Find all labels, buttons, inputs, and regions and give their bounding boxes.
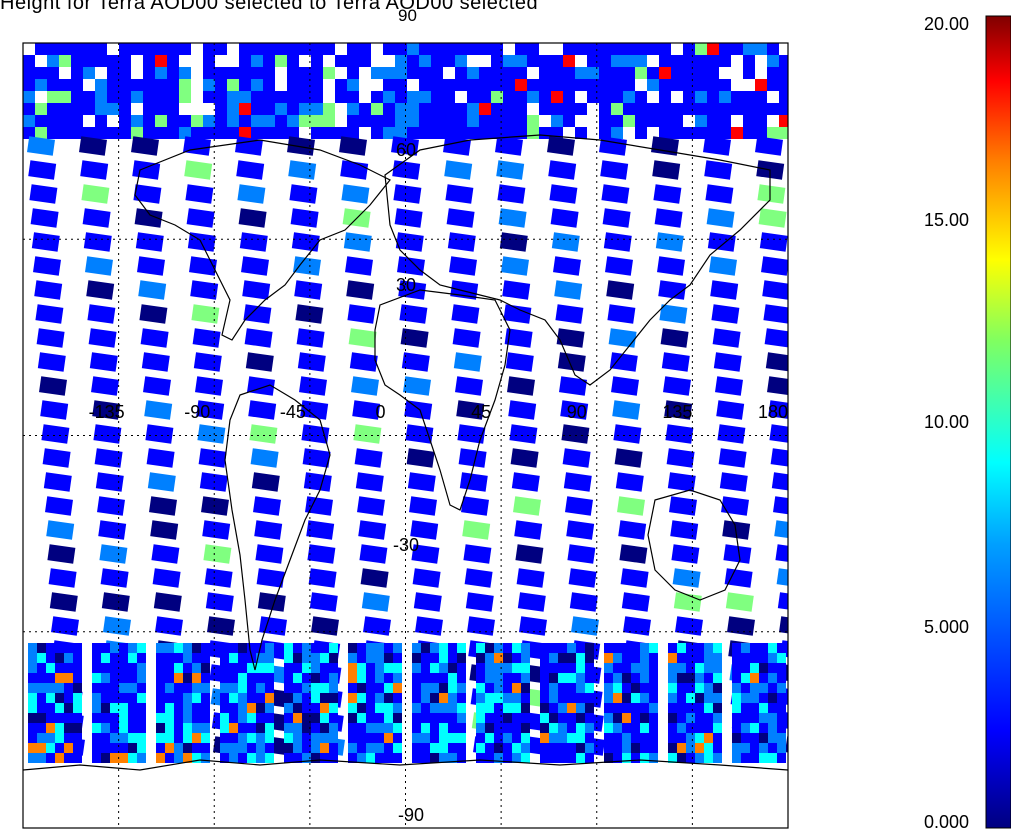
colorbar bbox=[985, 15, 1011, 829]
coastlines bbox=[23, 134, 788, 771]
coast-africa bbox=[374, 289, 511, 511]
lat-label-bottom: -90 bbox=[398, 805, 425, 825]
aerosol-height-swaths bbox=[23, 43, 788, 763]
colorbar-tick-10: 10.00 bbox=[923, 412, 969, 432]
coast-australia bbox=[647, 489, 741, 601]
lon-label-6: 135 bbox=[662, 402, 693, 422]
coast-eurasia bbox=[384, 134, 771, 386]
colorbar-tick-5: 5.000 bbox=[923, 617, 969, 637]
coast-north-america bbox=[134, 139, 391, 341]
map-frame bbox=[22, 42, 789, 829]
lat-label-30: 30 bbox=[396, 275, 417, 295]
graticule bbox=[23, 43, 788, 828]
map-title: Height for Terra AOD00 selected to Terra… bbox=[0, 0, 539, 14]
lon-label-1: -90 bbox=[184, 402, 211, 422]
colorbar-tick-15: 15.00 bbox=[923, 210, 969, 230]
lon-label-3: 0 bbox=[375, 402, 386, 422]
lon-label-5: 90 bbox=[566, 402, 587, 422]
lon-label-0: -135 bbox=[88, 402, 125, 422]
lon-label-4: 45 bbox=[471, 402, 492, 422]
colorbar-tick-20: 20.00 bbox=[923, 14, 969, 34]
coast-south-america bbox=[224, 384, 331, 671]
lon-label-2: -45 bbox=[279, 402, 306, 422]
lon-label-7: 180 bbox=[758, 402, 789, 422]
lat-label-60: 60 bbox=[396, 140, 417, 160]
lat-label-top: 90 bbox=[398, 6, 417, 25]
colorbar-tick-0: 0.000 bbox=[923, 812, 969, 832]
coast-antarctica bbox=[23, 759, 788, 771]
lat-label-m30: -30 bbox=[393, 535, 420, 555]
